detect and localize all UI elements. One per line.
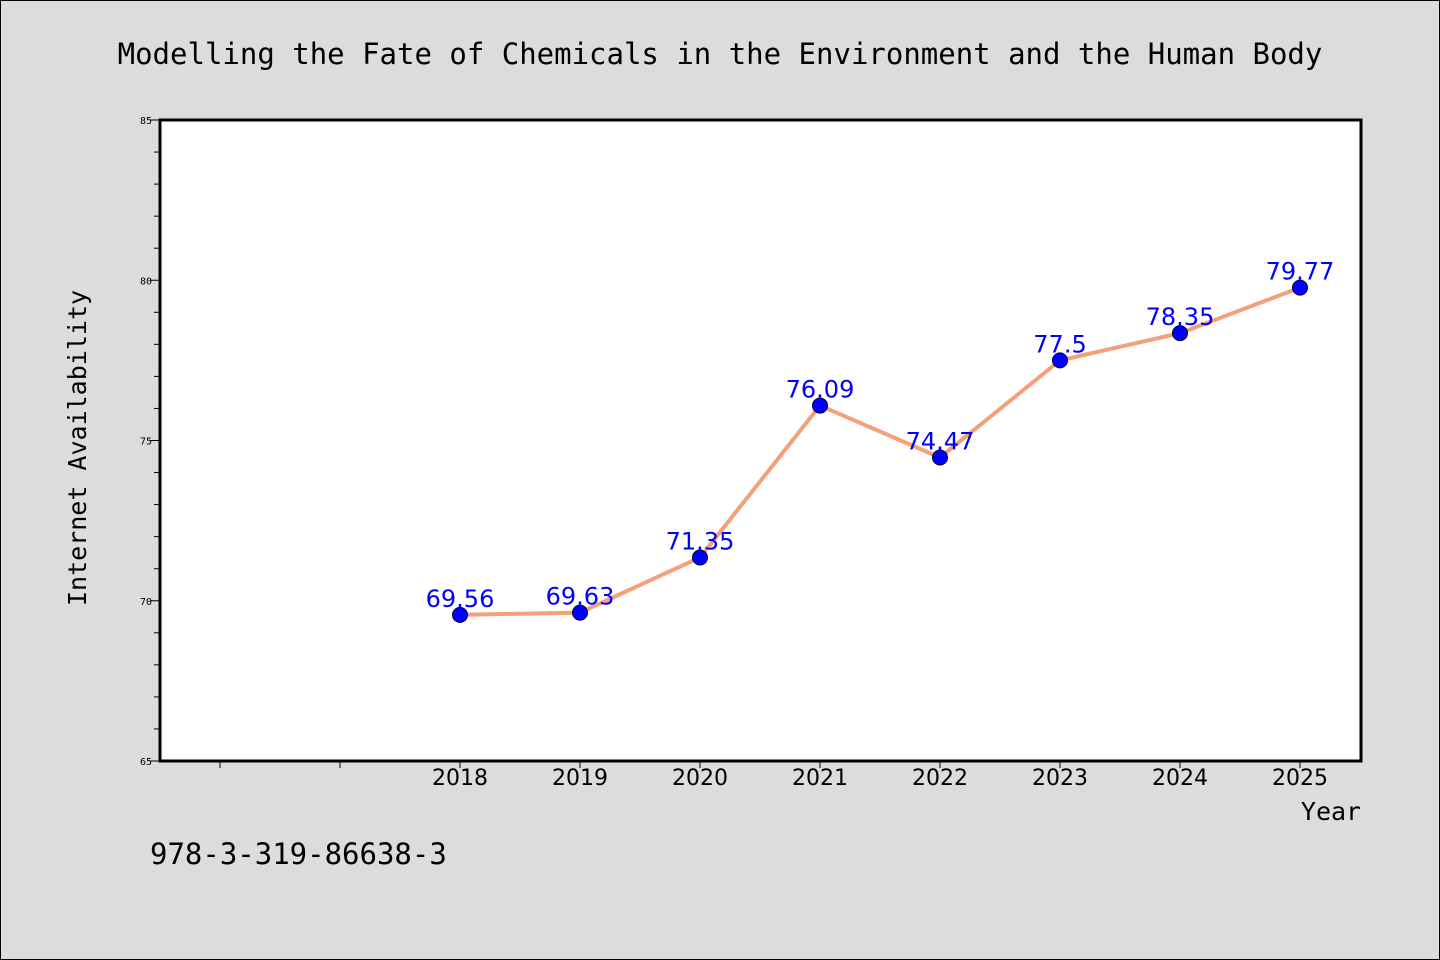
data-point (932, 449, 948, 466)
y-tick-label: 65 (140, 757, 152, 768)
y-tick-label: 85 (140, 116, 152, 127)
x-tick-label: 2023 (1032, 766, 1088, 791)
x-tick-label: 2021 (792, 766, 848, 791)
data-label: 69.63 (546, 583, 615, 611)
x-tick-label: 2022 (912, 766, 968, 791)
data-point (1292, 279, 1308, 296)
x-tick-label: 2020 (672, 766, 728, 791)
data-point (572, 604, 588, 621)
x-tick-label: 2024 (1152, 766, 1208, 791)
data-point (1052, 352, 1068, 369)
data-label: 77.5 (1033, 330, 1086, 358)
y-tick-label: 75 (140, 437, 152, 448)
data-label: 78.35 (1146, 303, 1215, 331)
data-point (1172, 325, 1188, 342)
x-tick-label: 2018 (432, 766, 488, 791)
data-point (812, 397, 828, 414)
y-tick-label: 70 (140, 597, 152, 608)
data-label: 76.09 (786, 376, 855, 404)
data-label: 69.56 (426, 585, 495, 613)
data-label: 74.47 (906, 427, 975, 455)
data-label: 79.77 (1266, 258, 1335, 286)
y-tick-label: 80 (140, 276, 152, 287)
chart-title: Modelling the Fate of Chemicals in the E… (118, 37, 1323, 71)
plot-area (158, 118, 1363, 763)
isbn-text: 978-3-319-86638-3 (150, 837, 447, 871)
series-line (459, 285, 1301, 617)
data-series: 69.56 69.63 71.35 76.09 74.47 77.5 78.35 79.77 (426, 258, 1335, 623)
x-axis-label: Year (1301, 797, 1361, 826)
y-axis-label: Internet Availability (63, 290, 92, 606)
x-tick-label: 2019 (552, 766, 608, 791)
y-axis: 65 70 75 80 85 (140, 116, 160, 768)
data-label: 71.35 (666, 527, 735, 555)
data-point (692, 549, 708, 566)
x-tick-label: 2025 (1272, 766, 1328, 791)
data-point (452, 606, 468, 623)
x-axis: 2018 2019 2020 2021 2022 2023 2024 2025 (219, 761, 1328, 791)
